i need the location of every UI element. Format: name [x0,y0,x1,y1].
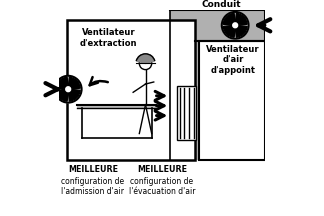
Text: Conduit: Conduit [202,0,242,9]
Wedge shape [56,89,68,101]
Bar [170,20,199,160]
Wedge shape [56,77,68,89]
Bar [170,10,265,41]
Text: MEILLEURE: MEILLEURE [137,165,187,175]
Text: Ventilateur
d'extraction: Ventilateur d'extraction [80,28,137,48]
Circle shape [233,23,237,28]
Wedge shape [68,77,80,89]
Circle shape [222,12,249,39]
Circle shape [66,87,71,92]
Text: MEILLEURE: MEILLEURE [68,165,118,175]
Text: configuration de
l'évacuation d'air: configuration de l'évacuation d'air [129,177,195,196]
Bar [178,86,196,140]
Wedge shape [223,13,235,25]
Wedge shape [235,25,247,37]
Circle shape [55,76,82,103]
Wedge shape [235,13,247,25]
Text: configuration de
l'admission d'air: configuration de l'admission d'air [61,177,124,196]
Text: Ventilateur
d'air
d'appoint: Ventilateur d'air d'appoint [206,45,260,75]
Wedge shape [136,54,155,64]
Bar [67,20,195,160]
Wedge shape [223,25,235,37]
Wedge shape [68,89,80,101]
Bar [199,41,265,160]
Bar [77,104,156,108]
